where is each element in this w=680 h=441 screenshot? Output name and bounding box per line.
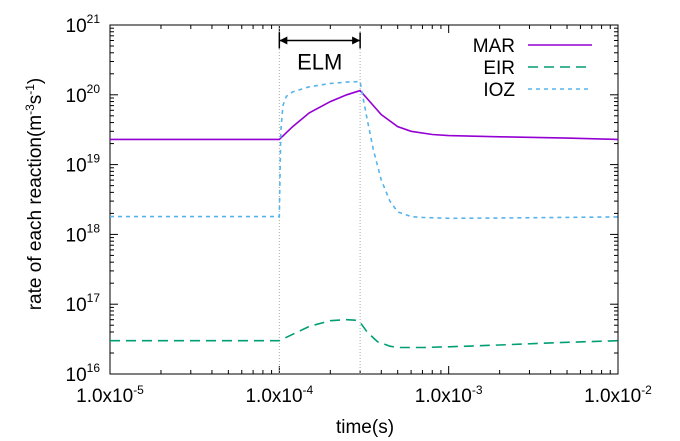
elm-arrowhead-right xyxy=(352,36,361,45)
elm-annotation: ELM xyxy=(278,32,361,74)
x-axis-label: time(s) xyxy=(336,417,394,438)
y-tick-mantissa: 10 xyxy=(66,295,87,316)
y-tick-mantissa: 10 xyxy=(66,16,87,37)
elm-arrowhead-left xyxy=(279,36,288,45)
y-axis-label-prefix: rate of each reaction(m xyxy=(25,115,46,310)
y-tick-exponent: 20 xyxy=(87,82,101,96)
elm-label: ELM xyxy=(297,49,342,74)
x-tick-label: 1.0x10-3 xyxy=(415,383,483,407)
x-tick-exponent: -4 xyxy=(303,383,314,397)
legend-label-mar: MAR xyxy=(473,36,515,57)
y-tick-mantissa: 10 xyxy=(66,225,87,246)
x-tick-mantissa: 1.0x10 xyxy=(584,386,641,407)
axes: 1.0x10-5 1.0x10-4 1.0x10-3 1.0x10-210161017… xyxy=(66,12,653,407)
plot-frame xyxy=(109,24,619,375)
y-tick-label: 1019 xyxy=(66,152,101,177)
y-tick-exponent: 21 xyxy=(87,12,101,26)
y-tick-exponent: 19 xyxy=(87,152,101,166)
y-axis-label: rate of each reaction(m-3s-1) xyxy=(23,78,46,311)
legend-label-ioz: IOZ xyxy=(483,80,515,101)
series-line-mar xyxy=(110,89,619,141)
x-tick-exponent: -3 xyxy=(472,383,483,397)
x-tick-label: 1.0x10-2 xyxy=(584,383,652,407)
y-tick-exponent: 16 xyxy=(87,361,101,375)
x-tick-mantissa: 1.0x10 xyxy=(415,386,472,407)
x-tick-exponent: -2 xyxy=(641,383,652,397)
y-axis-label-exp1: -3 xyxy=(23,104,37,115)
y-tick-label: 1017 xyxy=(66,291,101,316)
y-axis-label-exp2: -1 xyxy=(23,84,37,95)
y-tick-label: 1018 xyxy=(66,221,101,246)
y-tick-label: 1016 xyxy=(66,361,101,386)
y-axis-label-mid: s xyxy=(25,95,46,105)
series-group xyxy=(110,80,619,349)
x-tick-label: 1.0x10-4 xyxy=(245,383,313,407)
x-tick-exponent: -5 xyxy=(133,383,144,397)
x-tick-label: 1.0x10-5 xyxy=(76,383,144,407)
y-tick-mantissa: 10 xyxy=(66,365,87,386)
y-tick-exponent: 17 xyxy=(87,291,101,305)
y-tick-mantissa: 10 xyxy=(66,86,87,107)
y-tick-mantissa: 10 xyxy=(66,156,87,177)
legend-label-eir: EIR xyxy=(483,58,515,79)
y-tick-label: 1020 xyxy=(66,82,101,107)
y-tick-exponent: 18 xyxy=(87,221,101,235)
x-tick-mantissa: 1.0x10 xyxy=(76,386,133,407)
axis-labels: time(s) rate of each reaction(m-3s-1) xyxy=(23,78,394,438)
y-tick-label: 1021 xyxy=(66,12,101,37)
y-axis-label-suffix: ) xyxy=(25,78,46,84)
series-line-eir xyxy=(110,318,619,349)
series-line-ioz xyxy=(110,80,619,220)
x-tick-mantissa: 1.0x10 xyxy=(245,386,302,407)
